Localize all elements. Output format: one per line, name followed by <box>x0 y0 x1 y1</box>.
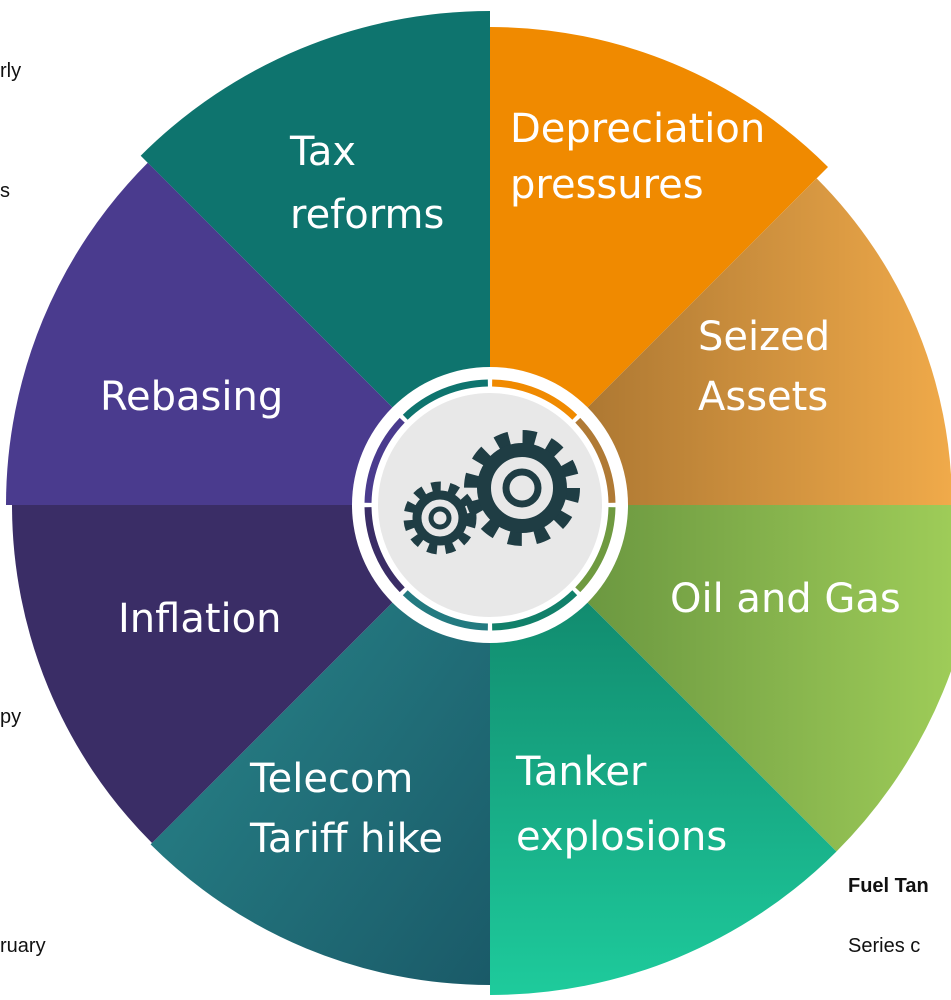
inner-arc <box>402 590 488 631</box>
segment-label: Oil and Gas <box>670 576 901 622</box>
edge-text: rly <box>0 60 21 82</box>
segment-label: Seized <box>698 314 830 360</box>
segment <box>490 505 837 995</box>
gears-icon <box>403 430 580 555</box>
segment <box>150 505 490 985</box>
segment <box>140 11 490 505</box>
segment-label: Assets <box>698 374 828 420</box>
segment-label: Tax <box>289 129 356 175</box>
edge-text: py <box>0 706 21 728</box>
inner-arc <box>364 507 405 593</box>
edge-text: ruary <box>0 935 46 957</box>
inner-arc <box>364 417 405 503</box>
segment <box>6 162 490 505</box>
edge-text: s <box>0 180 10 202</box>
segment-label: Inflation <box>118 596 281 642</box>
segment-label: pressures <box>510 162 704 208</box>
segment <box>12 505 490 843</box>
segment <box>490 178 951 505</box>
inner-arc <box>492 590 578 631</box>
inner-arc <box>402 379 488 420</box>
segment-label: Tariff hike <box>249 816 443 862</box>
segment-label: Rebasing <box>100 374 283 420</box>
inner-arc <box>575 507 616 593</box>
edge-text: Fuel Tan <box>848 875 929 897</box>
segment-label: Depreciation <box>510 106 765 152</box>
segment-label: Tanker <box>515 749 647 795</box>
segment-label: explosions <box>516 814 727 860</box>
edge-text: Series c <box>848 935 920 957</box>
inner-arc <box>492 379 578 420</box>
segment-label: reforms <box>290 192 444 238</box>
segment-label: Telecom <box>249 756 413 802</box>
inner-arc <box>575 417 616 503</box>
segment <box>490 27 828 505</box>
segment <box>490 505 951 852</box>
